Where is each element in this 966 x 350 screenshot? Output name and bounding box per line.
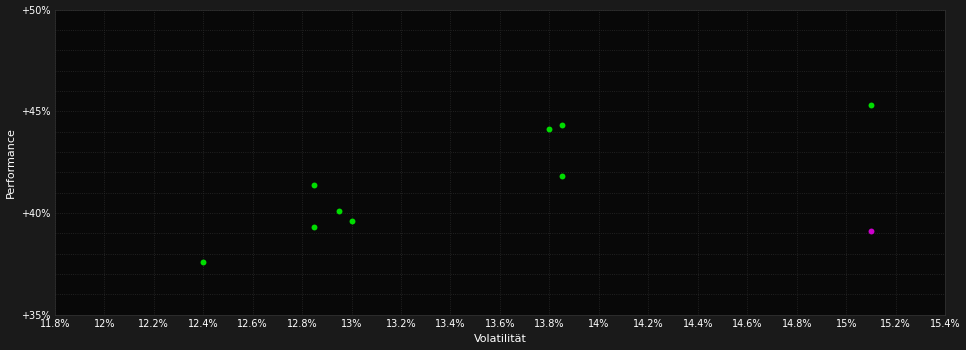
Point — [195, 259, 211, 265]
Point — [864, 102, 879, 108]
Point — [542, 126, 557, 131]
Point — [331, 208, 347, 214]
X-axis label: Volatilität: Volatilität — [473, 335, 526, 344]
Y-axis label: Performance: Performance — [6, 127, 15, 198]
Point — [307, 182, 323, 187]
Point — [554, 122, 570, 127]
Point — [864, 229, 879, 234]
Point — [307, 224, 323, 230]
Point — [554, 174, 570, 179]
Point — [344, 218, 359, 224]
